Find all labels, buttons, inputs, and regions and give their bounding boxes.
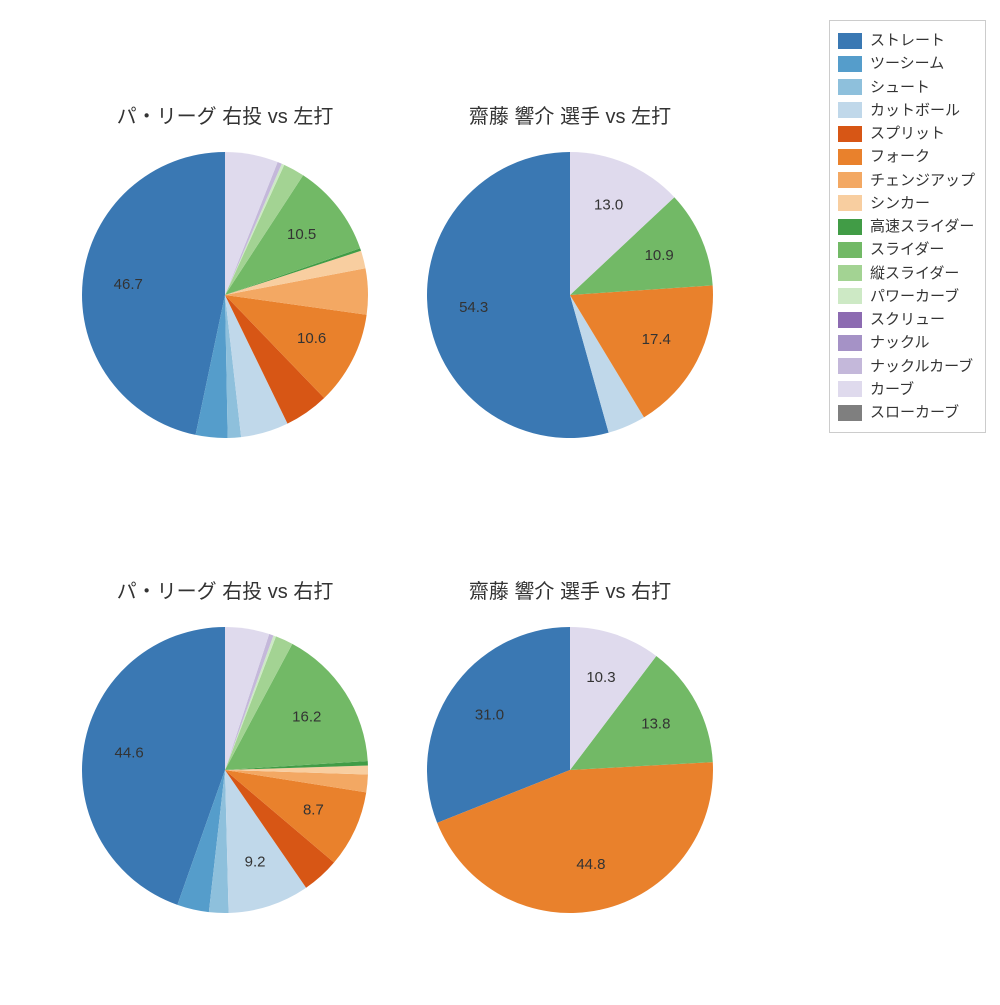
legend-item: 縦スライダー [838,262,975,285]
legend-label: スローカーブ [870,401,959,424]
pie-slice-label: 9.2 [245,853,266,870]
legend-item: カーブ [838,378,975,401]
legend-swatch [838,381,862,397]
legend-label: 高速スライダー [870,215,974,238]
pie-slice-label: 46.7 [114,276,143,293]
legend-item: スプリット [838,122,975,145]
legend-item: ストレート [838,29,975,52]
legend-swatch [838,335,862,351]
legend-item: ナックル [838,331,975,354]
legend-item: シュート [838,76,975,99]
legend-swatch [838,172,862,188]
pie-slice-label: 44.8 [576,856,605,873]
legend-label: シンカー [870,192,930,215]
legend-swatch [838,102,862,118]
pie-slice-label: 8.7 [303,802,324,819]
chart-title: 齋藤 響介 選手 vs 左打 [410,100,730,129]
pie-slice-label: 17.4 [642,331,671,348]
legend-item: 高速スライダー [838,215,975,238]
pie-slice-label: 16.2 [292,708,321,725]
pie-slice-label: 10.6 [297,330,326,347]
legend-swatch [838,405,862,421]
legend-label: スライダー [870,238,944,261]
legend: ストレートツーシームシュートカットボールスプリットフォークチェンジアップシンカー… [829,20,986,433]
legend-label: チェンジアップ [870,169,975,192]
legend-label: ナックルカーブ [870,355,973,378]
legend-label: ツーシーム [870,52,944,75]
legend-item: スクリュー [838,308,975,331]
pie-slice-label: 44.6 [115,745,144,762]
chart-title: パ・リーグ 右投 vs 左打 [65,100,385,129]
legend-item: スライダー [838,238,975,261]
pie-slice-label: 10.3 [586,669,615,686]
legend-swatch [838,312,862,328]
legend-label: ストレート [870,29,945,52]
legend-label: カットボール [870,99,960,122]
legend-swatch [838,242,862,258]
pie-slice-label: 54.3 [459,299,488,316]
legend-swatch [838,126,862,142]
legend-item: ツーシーム [838,52,975,75]
legend-label: 縦スライダー [870,262,959,285]
legend-swatch [838,265,862,281]
legend-item: チェンジアップ [838,169,975,192]
pie-slice-label: 13.8 [641,715,670,732]
legend-label: カーブ [870,378,914,401]
legend-item: ナックルカーブ [838,355,975,378]
legend-label: パワーカーブ [870,285,959,308]
legend-swatch [838,56,862,72]
legend-swatch [838,79,862,95]
legend-swatch [838,149,862,165]
legend-swatch [838,219,862,235]
legend-label: フォーク [870,145,930,168]
legend-label: シュート [870,76,930,99]
legend-item: シンカー [838,192,975,215]
pie-slice-label: 31.0 [475,706,504,723]
chart-title: パ・リーグ 右投 vs 右打 [65,575,385,604]
legend-item: カットボール [838,99,975,122]
pie-slice-label: 13.0 [594,197,623,214]
legend-item: フォーク [838,145,975,168]
legend-label: ナックル [870,331,930,354]
legend-item: パワーカーブ [838,285,975,308]
legend-label: スプリット [870,122,945,145]
figure: 46.7 10.6 10.5 54.3 17.4 10.9 13.0 44.6 9.2 8.7 16… [0,0,1000,1000]
pie-slice [82,152,225,435]
chart-title: 齋藤 響介 選手 vs 右打 [410,575,730,604]
legend-swatch [838,195,862,211]
legend-swatch [838,358,862,374]
legend-swatch [838,33,862,49]
legend-item: スローカーブ [838,401,975,424]
legend-label: スクリュー [870,308,945,331]
pie-slice-label: 10.9 [645,247,674,264]
pie-slice-label: 10.5 [287,226,316,243]
legend-swatch [838,288,862,304]
